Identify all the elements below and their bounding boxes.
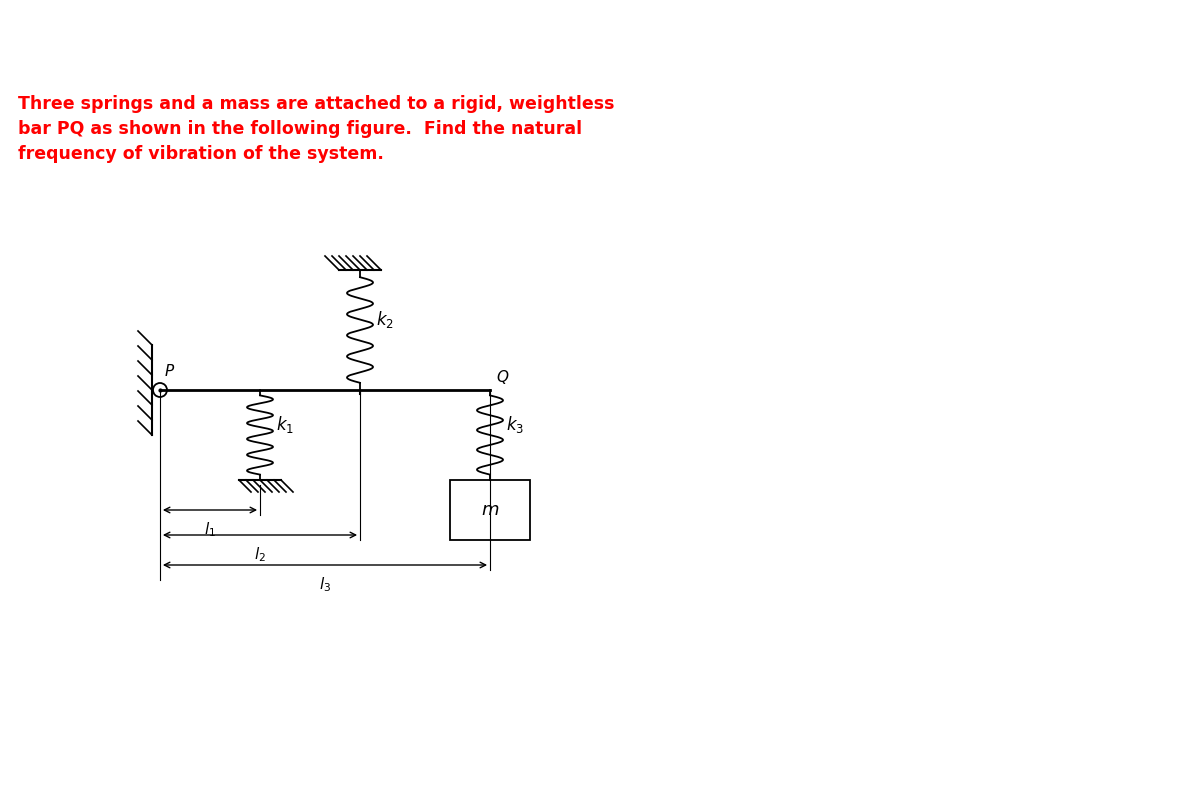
Bar [450,480,530,540]
Text: $l_2$: $l_2$ [254,545,266,564]
Text: $m$: $m$ [481,501,499,519]
Text: $k_2$: $k_2$ [376,309,394,330]
Text: P: P [166,364,174,379]
Text: Three springs and a mass are attached to a rigid, weightless
bar PQ as shown in : Three springs and a mass are attached to… [18,95,614,163]
Text: Q: Q [496,370,508,385]
Text: $l_3$: $l_3$ [319,575,331,594]
Text: $l_1$: $l_1$ [204,520,216,538]
Text: $k_1$: $k_1$ [276,414,294,435]
Text: $k_3$: $k_3$ [506,414,524,435]
